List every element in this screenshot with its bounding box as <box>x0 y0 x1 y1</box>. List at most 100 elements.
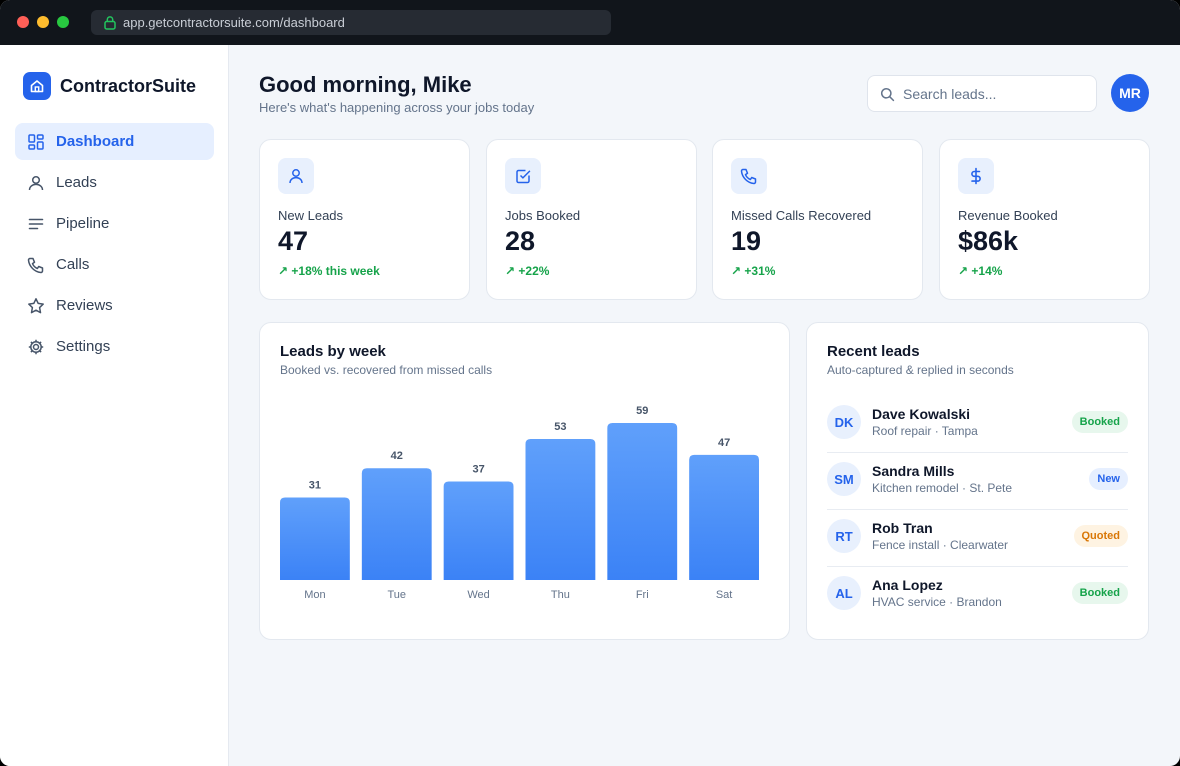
x-tick-label: Sat <box>716 589 733 601</box>
user-icon <box>278 158 314 194</box>
search-box[interactable] <box>867 75 1097 112</box>
stat-change: ↗ +22% <box>505 264 550 278</box>
x-tick-label: Wed <box>467 589 489 601</box>
brand-name: ContractorSuite <box>60 75 197 96</box>
status-badge: Booked <box>1071 582 1128 604</box>
stat-change: ↗ +31% <box>731 264 776 278</box>
close-window-button[interactable] <box>17 16 29 28</box>
stat-card-missed-calls: Missed Calls Recovered 19 ↗ +31% <box>712 139 923 300</box>
recent-leads-title: Recent leads <box>827 343 920 360</box>
sidebar-item-settings[interactable]: Settings <box>15 328 214 365</box>
status-badge: Booked <box>1071 411 1128 433</box>
url-text: app.getcontractorsuite.com/dashboard <box>123 15 345 30</box>
stat-value: 47 <box>278 226 309 256</box>
lead-detail: Kitchen remodel · St. Pete <box>872 481 1013 495</box>
divider <box>827 452 1128 453</box>
sidebar-item-label: Calls <box>56 256 90 273</box>
phone-icon <box>731 158 767 194</box>
lead-avatar: SM <box>827 462 861 496</box>
lead-name: Sandra Mills <box>872 463 955 479</box>
lead-name: Rob Tran <box>872 520 933 536</box>
stat-value: 28 <box>505 226 536 256</box>
bar-value-label: 53 <box>554 421 566 433</box>
bar-value-label: 47 <box>718 437 730 449</box>
minimize-window-button[interactable] <box>37 16 49 28</box>
bar-value-label: 37 <box>472 464 484 476</box>
sidebar-item-calls[interactable]: Calls <box>15 246 214 283</box>
divider <box>827 566 1128 567</box>
bar-value-label: 59 <box>636 405 648 417</box>
stat-value: $86k <box>958 226 1019 256</box>
leads-bar-chart: 31 Mon 42 Tue 37 Wed 53 Thu 59 Fri 47 Sat <box>280 405 759 601</box>
status-badge: Quoted <box>1073 525 1128 547</box>
chart-bar-tue[interactable] <box>361 468 432 580</box>
divider <box>827 509 1128 510</box>
sidebar-item-label: Reviews <box>56 297 113 314</box>
sidebar-item-label: Leads <box>56 174 97 191</box>
sidebar: ContractorSuite Dashboard Leads <box>0 45 229 766</box>
bar-value-label: 31 <box>309 480 321 492</box>
sidebar-item-leads[interactable]: Leads <box>15 164 214 201</box>
page-title: Good morning, Mike <box>259 72 472 97</box>
search-icon <box>880 87 895 102</box>
lead-avatar: AL <box>827 576 861 610</box>
home-icon <box>23 72 51 100</box>
user-icon <box>27 174 45 192</box>
chart-bar-sat[interactable] <box>689 454 759 580</box>
stat-card-new-leads: New Leads 47 ↗ +18% this week <box>259 139 470 300</box>
lead-detail: Fence install · Clearwater <box>872 538 1009 552</box>
sidebar-item-label: Settings <box>56 338 111 355</box>
sidebar-item-dashboard[interactable]: Dashboard <box>15 123 214 160</box>
dashboard-grid-icon <box>27 133 45 151</box>
maximize-window-button[interactable] <box>57 16 69 28</box>
stat-change: ↗ +18% this week <box>278 264 380 278</box>
lock-icon <box>104 16 116 30</box>
brand[interactable]: ContractorSuite <box>23 72 196 100</box>
stat-label: Revenue Booked <box>958 208 1058 223</box>
recent-leads-subtitle: Auto-captured & replied in seconds <box>827 363 1014 377</box>
lead-row[interactable]: AL Ana Lopez HVAC service · Brandon Book… <box>827 574 1128 631</box>
chart-bar-wed[interactable] <box>443 481 514 580</box>
stat-label: Missed Calls Recovered <box>731 208 872 223</box>
stat-value: 19 <box>731 226 762 256</box>
bar-value-label: 42 <box>391 450 403 462</box>
search-input[interactable] <box>903 84 1088 104</box>
page-subtitle: Here's what's happening across your jobs… <box>259 100 535 115</box>
chart-bar-thu[interactable] <box>525 438 596 580</box>
stat-card-jobs-booked: Jobs Booked 28 ↗ +22% <box>486 139 697 300</box>
lead-name: Dave Kowalski <box>872 406 971 422</box>
main-content: Good morning, Mike Here's what's happeni… <box>229 45 1180 766</box>
sidebar-nav: Dashboard Leads Pipeline <box>15 123 214 369</box>
stat-label: New Leads <box>278 208 344 223</box>
gear-icon <box>27 338 45 356</box>
chart-bar-mon[interactable] <box>280 497 350 580</box>
lead-row[interactable]: SM Sandra Mills Kitchen remodel · St. Pe… <box>827 460 1128 517</box>
x-tick-label: Thu <box>551 589 570 601</box>
lead-row[interactable]: RT Rob Tran Fence install · Clearwater Q… <box>827 517 1128 574</box>
chart-bar-fri[interactable] <box>607 423 678 580</box>
x-tick-label: Fri <box>636 589 649 601</box>
sidebar-item-label: Pipeline <box>56 215 110 232</box>
x-tick-label: Tue <box>387 589 406 601</box>
status-badge: New <box>1089 468 1128 490</box>
lead-name: Ana Lopez <box>872 577 943 593</box>
lines-icon <box>27 215 45 233</box>
browser-titlebar: app.getcontractorsuite.com/dashboard <box>0 0 1180 45</box>
lead-avatar: DK <box>827 405 861 439</box>
lead-detail: Roof repair · Tampa <box>872 424 978 438</box>
chart-title: Leads by week <box>280 343 386 360</box>
sidebar-item-reviews[interactable]: Reviews <box>15 287 214 324</box>
x-tick-label: Mon <box>304 589 325 601</box>
lead-row[interactable]: DK Dave Kowalski Roof repair · Tampa Boo… <box>827 403 1128 460</box>
recent-leads-card: Recent leads Auto-captured & replied in … <box>806 322 1149 640</box>
address-bar[interactable]: app.getcontractorsuite.com/dashboard <box>91 10 611 35</box>
phone-icon <box>27 256 45 274</box>
star-icon <box>27 297 45 315</box>
dollar-icon <box>958 158 994 194</box>
lead-avatar: RT <box>827 519 861 553</box>
avatar[interactable]: MR <box>1111 74 1149 112</box>
sidebar-item-pipeline[interactable]: Pipeline <box>15 205 214 242</box>
stat-card-revenue: Revenue Booked $86k ↗ +14% <box>939 139 1150 300</box>
leads-by-week-card: Leads by week Booked vs. recovered from … <box>259 322 790 640</box>
